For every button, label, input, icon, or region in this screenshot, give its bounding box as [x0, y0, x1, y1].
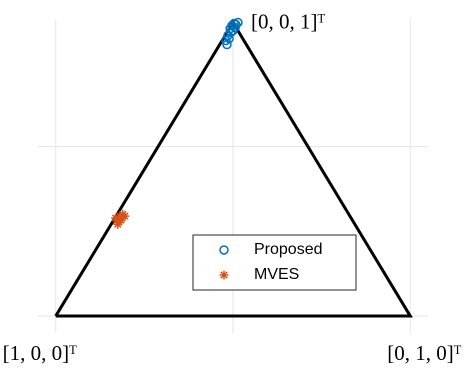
legend-box [192, 234, 357, 291]
legend-marker [219, 245, 229, 255]
point [116, 215, 126, 225]
legend-label: MVES [254, 266, 299, 283]
vertex-label: [0, 1, 0]ᵀ [387, 341, 461, 365]
point [230, 22, 240, 33]
point [222, 39, 232, 50]
point [113, 219, 123, 229]
simplex-edge [54, 19, 413, 318]
legend-label: Proposed [254, 241, 323, 258]
point [224, 33, 234, 44]
vertex-label: [1, 0, 0]ᵀ [3, 341, 77, 365]
point [111, 213, 121, 223]
legend: Proposed MVES [192, 234, 357, 291]
vertex-label: [0, 0, 1]ᵀ [251, 10, 325, 34]
point [233, 17, 243, 28]
legend-marker [219, 270, 229, 280]
point [120, 211, 130, 221]
